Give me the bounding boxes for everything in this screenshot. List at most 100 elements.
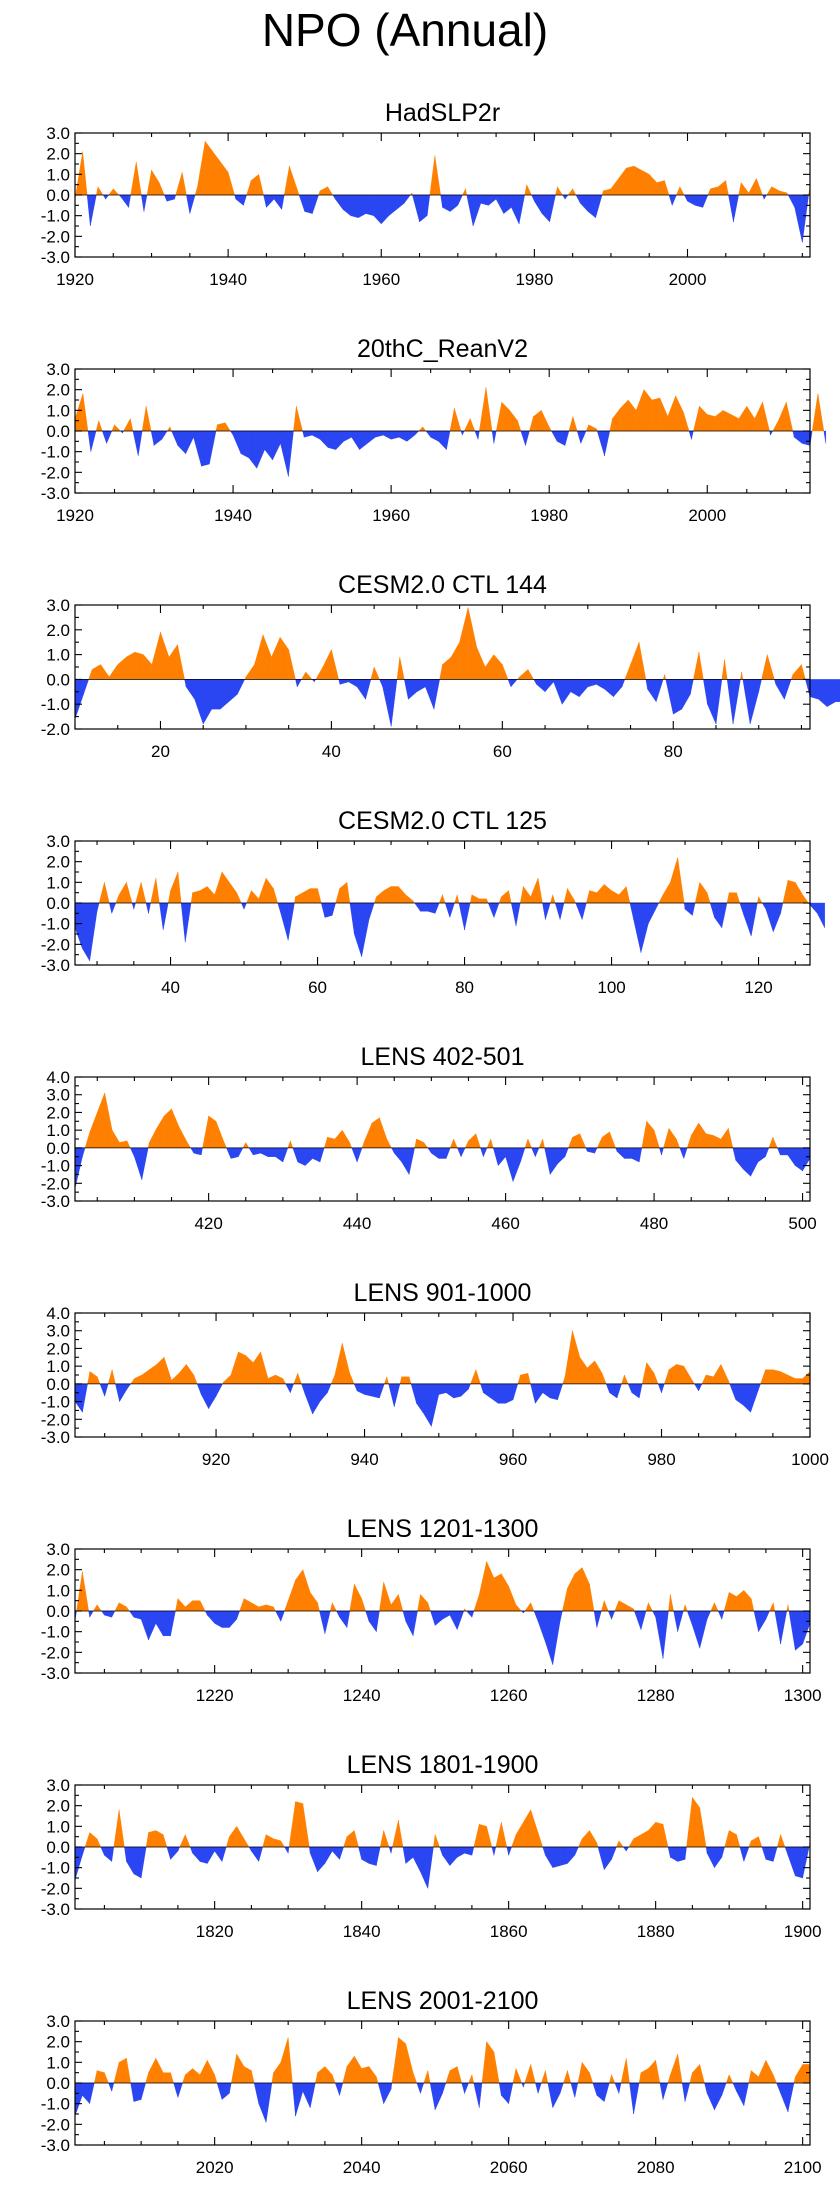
positive-area bbox=[141, 406, 147, 432]
negative-area bbox=[595, 194, 603, 218]
y-tick-label: -3.0 bbox=[41, 1428, 70, 1447]
negative-area bbox=[111, 1610, 116, 1618]
negative-area bbox=[729, 1383, 736, 1400]
positive-area bbox=[335, 888, 340, 904]
positive-area bbox=[691, 1377, 695, 1385]
negative-area bbox=[520, 1147, 526, 1163]
positive-area bbox=[740, 181, 749, 196]
positive-area bbox=[114, 424, 121, 432]
negative-area bbox=[302, 430, 305, 438]
positive-area bbox=[662, 881, 671, 904]
negative-area bbox=[221, 1610, 230, 1628]
positive-area bbox=[693, 652, 700, 680]
positive-area bbox=[562, 1588, 568, 1612]
negative-area bbox=[438, 430, 447, 451]
positive-area bbox=[258, 1604, 267, 1612]
positive-area bbox=[756, 178, 763, 196]
negative-area bbox=[74, 1147, 83, 1189]
negative-area bbox=[376, 1846, 381, 1866]
negative-area bbox=[301, 1383, 306, 1395]
positive-area bbox=[581, 2061, 590, 2084]
y-axis: 4.03.02.01.00.0-1.0-2.0-3.0 bbox=[41, 1068, 810, 1211]
panel-title: LENS 402-501 bbox=[360, 1043, 524, 1071]
y-tick-label: 1.0 bbox=[46, 1817, 70, 1836]
positive-area bbox=[295, 892, 304, 904]
negative-area bbox=[310, 2082, 316, 2108]
negative-area bbox=[655, 679, 664, 702]
negative-area bbox=[687, 194, 696, 206]
negative-area bbox=[297, 1147, 306, 1166]
negative-area bbox=[780, 1147, 788, 1156]
positive-area bbox=[305, 671, 313, 680]
y-tick-label: -1.0 bbox=[41, 1859, 70, 1878]
negative-area bbox=[758, 1610, 767, 1633]
positive-area bbox=[663, 1128, 670, 1149]
positive-area bbox=[545, 2070, 549, 2084]
positive-area bbox=[656, 180, 665, 196]
negative-area bbox=[609, 1383, 618, 1399]
positive-area bbox=[641, 169, 650, 196]
negative-area bbox=[714, 2082, 722, 2110]
negative-area bbox=[505, 1147, 514, 1182]
positive-area bbox=[405, 894, 414, 904]
negative-area bbox=[493, 430, 497, 444]
x-axis: 1220 1240 1260 1280 1300 bbox=[103, 1549, 822, 1705]
negative-area bbox=[288, 430, 294, 477]
negative-area bbox=[404, 679, 409, 700]
positive-area bbox=[175, 172, 183, 196]
negative-area bbox=[633, 2082, 640, 2115]
negative-area bbox=[817, 902, 825, 928]
negative-area bbox=[335, 430, 344, 451]
positive-area bbox=[664, 674, 667, 680]
positive-area bbox=[728, 2074, 734, 2084]
negative-area bbox=[287, 902, 295, 941]
x-axis: 1920 1940 1960 1980 2000 bbox=[56, 133, 803, 289]
y-tick-label: 1.0 bbox=[46, 1581, 70, 1600]
positive-area bbox=[442, 894, 446, 904]
positive-area bbox=[91, 664, 101, 680]
negative-area bbox=[402, 1610, 406, 1622]
negative-area bbox=[412, 1846, 421, 1872]
positive-area bbox=[149, 1128, 157, 1149]
negative-area bbox=[531, 194, 535, 202]
negative-area bbox=[236, 1610, 240, 1620]
negative-area bbox=[743, 902, 752, 937]
positive-area bbox=[471, 2074, 474, 2084]
x-axis: 1820 1840 1860 1880 1900 bbox=[103, 1785, 822, 1941]
negative-area bbox=[228, 679, 238, 703]
positive-area bbox=[202, 1115, 209, 1149]
positive-area bbox=[511, 1834, 517, 1848]
x-tick-label: 1300 bbox=[784, 1686, 822, 1705]
positive-area bbox=[609, 2074, 612, 2084]
positive-area bbox=[245, 1141, 250, 1149]
negative-area bbox=[544, 679, 554, 693]
positive-area bbox=[207, 885, 215, 904]
positive-area bbox=[439, 664, 443, 680]
x-tick-label: 1280 bbox=[637, 1686, 675, 1705]
positive-area bbox=[679, 186, 685, 196]
negative-area bbox=[554, 902, 561, 920]
positive-area bbox=[238, 1351, 246, 1385]
negative-area bbox=[736, 2082, 745, 2106]
x-tick-label: 40 bbox=[161, 978, 180, 997]
positive-area bbox=[485, 653, 494, 680]
positive-area bbox=[182, 2074, 186, 2084]
positive-area bbox=[645, 1602, 649, 1612]
negative-area bbox=[74, 1383, 83, 1413]
negative-area bbox=[238, 1147, 244, 1157]
negative-area bbox=[774, 1610, 781, 1645]
positive-area bbox=[479, 387, 487, 432]
positive-area bbox=[370, 666, 375, 680]
y-tick-label: -1.0 bbox=[41, 1623, 70, 1642]
positive-area bbox=[89, 1112, 98, 1149]
positive-area bbox=[126, 882, 133, 904]
positive-area bbox=[449, 408, 455, 432]
x-tick-label: 100 bbox=[597, 978, 625, 997]
positive-area bbox=[746, 405, 755, 432]
y-tick-label: -3.0 bbox=[41, 1900, 70, 1919]
positive-area bbox=[723, 1592, 730, 1612]
positive-area bbox=[289, 166, 298, 196]
positive-area bbox=[699, 405, 708, 432]
positive-area bbox=[563, 2070, 568, 2084]
positive-area bbox=[398, 2037, 406, 2084]
